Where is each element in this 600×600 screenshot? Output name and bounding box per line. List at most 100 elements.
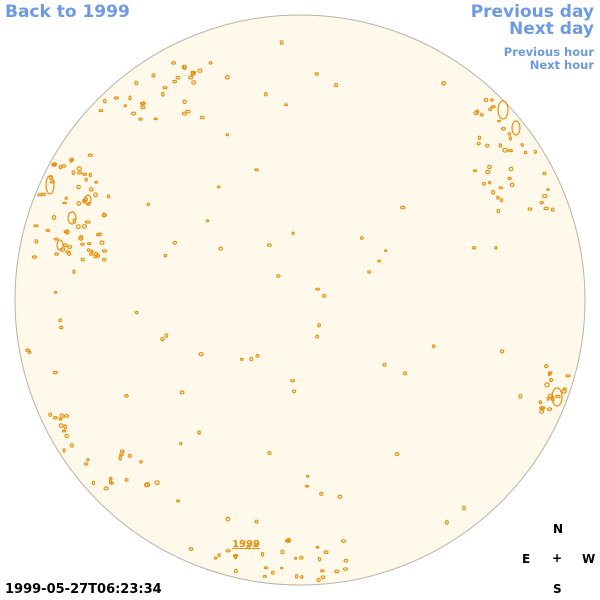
contour-mark: [315, 287, 321, 291]
contour-mark: [317, 323, 322, 328]
contour-mark: [62, 201, 67, 205]
contour-mark: [118, 455, 123, 461]
contour-mark: [276, 274, 281, 278]
contour-mark: [444, 519, 449, 525]
contour-mark: [551, 387, 563, 407]
contour-mark: [218, 246, 224, 251]
contour-mark: [86, 248, 91, 253]
year-link[interactable]: 1999: [232, 539, 260, 550]
contour-mark: [76, 184, 81, 190]
contour-mark: [550, 207, 555, 212]
contour-mark: [84, 220, 91, 224]
contour-mark: [31, 255, 38, 259]
contour-mark: [491, 189, 496, 195]
contour-mark: [509, 182, 515, 188]
contour-mark: [304, 484, 310, 488]
previous-day-link[interactable]: Previous day: [470, 2, 594, 22]
contour-mark: [511, 120, 521, 136]
contour-mark: [71, 170, 76, 176]
contour-mark: [544, 382, 550, 388]
contour-mark: [82, 172, 88, 176]
contour-mark: [441, 81, 447, 86]
contour-mark: [118, 453, 124, 457]
contour-mark: [403, 371, 408, 376]
contour-mark: [291, 389, 297, 394]
contour-mark: [246, 544, 251, 550]
contour-mark: [123, 104, 127, 108]
magnetogram-contours: [25, 40, 571, 583]
contour-mark: [53, 237, 59, 241]
contour-mark: [139, 459, 143, 464]
contour-mark: [138, 117, 143, 121]
contour-mark: [359, 236, 364, 240]
contour-mark: [119, 449, 125, 454]
contour-mark: [213, 556, 218, 560]
observation-timestamp: 1999-05-27T06:23:34: [5, 582, 162, 597]
contour-mark: [67, 245, 73, 250]
contour-mark: [496, 208, 501, 214]
contour-mark: [508, 166, 514, 172]
contour-mark: [483, 97, 489, 103]
contour-mark: [69, 158, 74, 163]
contour-mark: [300, 575, 304, 579]
contour-mark: [171, 61, 177, 65]
contour-mark: [56, 239, 64, 251]
contour-mark: [322, 294, 327, 298]
contour-mark: [83, 462, 89, 466]
contour-mark: [63, 414, 70, 418]
contour-mark: [384, 249, 388, 253]
contour-mark: [485, 143, 490, 148]
contour-mark: [541, 193, 548, 199]
contour-mark: [86, 458, 90, 462]
contour-mark: [538, 400, 543, 405]
contour-mark: [146, 202, 151, 206]
contour-mark: [323, 550, 329, 555]
contour-mark: [225, 516, 231, 522]
contour-mark: [500, 198, 504, 203]
contour-mark: [507, 149, 514, 153]
contour-mark: [394, 452, 400, 457]
contour-mark: [140, 101, 146, 106]
contour-mark: [508, 136, 513, 141]
previous-hour-link[interactable]: Previous hour: [503, 45, 594, 59]
contour-mark: [471, 246, 477, 250]
contour-mark: [99, 240, 105, 246]
contour-mark: [217, 553, 221, 558]
contour-mark: [90, 249, 94, 254]
contour-mark: [507, 132, 512, 136]
contour-mark: [337, 494, 343, 499]
contour-mark: [52, 370, 58, 375]
contour-mark: [192, 70, 197, 75]
next-day-link[interactable]: Next day: [509, 19, 594, 39]
contour-mark: [523, 150, 528, 155]
contour-mark: [497, 119, 502, 123]
contour-mark: [127, 453, 132, 459]
next-hour-link[interactable]: Next hour: [529, 58, 594, 72]
contour-mark: [160, 337, 165, 342]
contour-mark: [179, 390, 185, 395]
contour-mark: [479, 113, 484, 117]
contour-mark: [81, 224, 87, 229]
contour-mark: [542, 171, 547, 176]
contour-mark: [488, 107, 493, 112]
contour-mark: [162, 85, 168, 90]
compass-west: W: [582, 552, 596, 566]
contour-mark: [63, 424, 67, 430]
contour-mark: [25, 348, 31, 352]
contour-mark: [320, 575, 326, 580]
contour-mark: [225, 133, 230, 137]
contour-mark: [75, 224, 81, 230]
contour-mark: [153, 117, 158, 121]
contour-mark: [548, 393, 554, 399]
contour-mark: [286, 539, 290, 543]
contour-mark: [249, 356, 254, 362]
contour-mark: [93, 254, 98, 259]
contour-mark: [45, 228, 51, 233]
contour-mark: [502, 147, 508, 153]
contour-mark: [400, 205, 406, 210]
contour-mark: [188, 546, 194, 551]
contour-mark: [48, 412, 53, 417]
back-to-year-link[interactable]: Back to 1999: [5, 2, 130, 22]
contour-mark: [199, 115, 205, 120]
contour-mark: [233, 553, 239, 558]
